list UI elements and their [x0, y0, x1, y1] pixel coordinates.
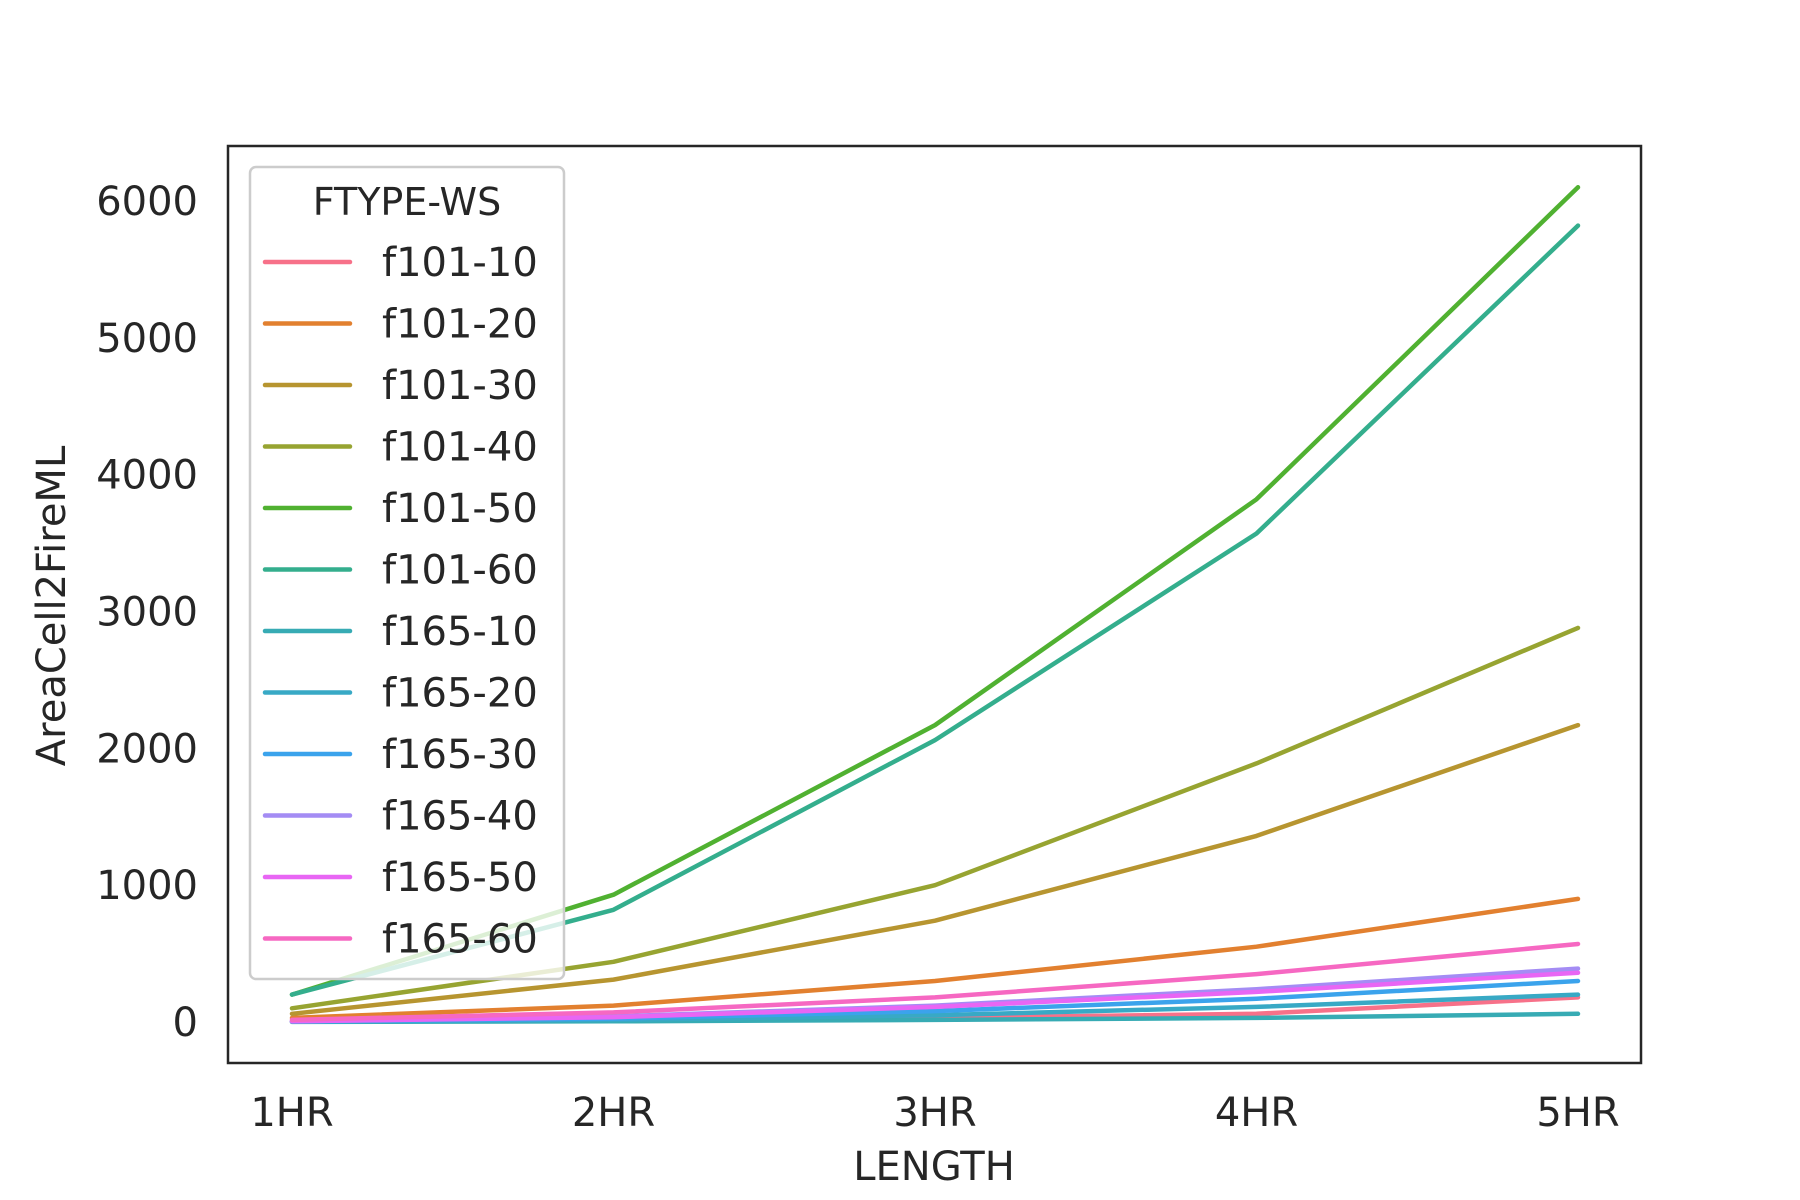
legend-label: f165-10	[382, 609, 538, 655]
legend-entry-f165-10: f165-10	[262, 609, 538, 655]
legend-label: f101-50	[382, 486, 538, 532]
legend-entry-f101-30: f101-30	[262, 363, 538, 409]
series-line-f101-20	[289, 896, 1581, 1021]
series-line-f165-50	[289, 970, 1581, 1024]
legend-label: f165-50	[382, 855, 538, 901]
legend-frame	[248, 165, 566, 981]
x-tick-label: 5HR	[1536, 1090, 1619, 1136]
legend-entry-f101-10: f101-10	[262, 240, 538, 286]
y-tick-label: 5000	[96, 316, 198, 362]
legend-entry-f165-40: f165-40	[262, 794, 538, 840]
legend-label: f101-20	[382, 302, 538, 348]
legend-entry-f165-60: f165-60	[262, 917, 538, 963]
x-tick-label: 4HR	[1215, 1090, 1298, 1136]
x-tick-label: 1HR	[250, 1090, 333, 1136]
x-tick-label: 3HR	[893, 1090, 976, 1136]
y-tick-label: 3000	[96, 590, 198, 636]
legend-entry-f101-40: f101-40	[262, 425, 538, 471]
legend-label: f101-10	[382, 240, 538, 286]
legend-entry-f165-30: f165-30	[262, 732, 538, 778]
legend-entry-f101-20: f101-20	[262, 302, 538, 348]
legend-entry-f165-50: f165-50	[262, 855, 538, 901]
x-tick-label: 2HR	[572, 1090, 655, 1136]
x-axis-title: LENGTH	[853, 1144, 1015, 1190]
y-axis-ticks: 0 1000 2000 3000 4000 5000 6000	[96, 179, 198, 1046]
y-tick-label: 2000	[96, 726, 198, 772]
legend-items: f101-10 f101-20 f101-30 f101-40 f101-50 f101-…	[262, 240, 538, 963]
legend-label: f165-40	[382, 794, 538, 840]
legend-label: f101-60	[382, 548, 538, 594]
legend: FTYPE-WS f101-10f101-20f101-30f101-40f10…	[248, 165, 566, 981]
x-axis-ticks: 1HR 2HR 3HR 4HR 5HR	[250, 1090, 1619, 1136]
legend-entry-f101-60: f101-60	[262, 548, 538, 594]
plot-frame	[226, 144, 1643, 1065]
legend-entry-f165-20: f165-20	[262, 671, 538, 717]
legend-title: FTYPE-WS	[313, 180, 501, 224]
legend-label: f165-20	[382, 671, 538, 717]
legend-label: f101-40	[382, 425, 538, 471]
legend-label: f165-30	[382, 732, 538, 778]
y-axis-title: AreaCell2FireML	[29, 445, 75, 766]
legend-entry-f101-50: f101-50	[262, 486, 538, 532]
legend-label: f101-30	[382, 363, 538, 409]
y-tick-label: 1000	[96, 863, 198, 909]
series-line-f165-60	[289, 941, 1581, 1023]
y-tick-label: 0	[173, 1000, 198, 1046]
series-line-f101-30	[289, 722, 1581, 1017]
legend-label: f165-60	[382, 917, 538, 963]
y-tick-label: 6000	[96, 179, 198, 225]
y-tick-label: 4000	[96, 453, 198, 499]
